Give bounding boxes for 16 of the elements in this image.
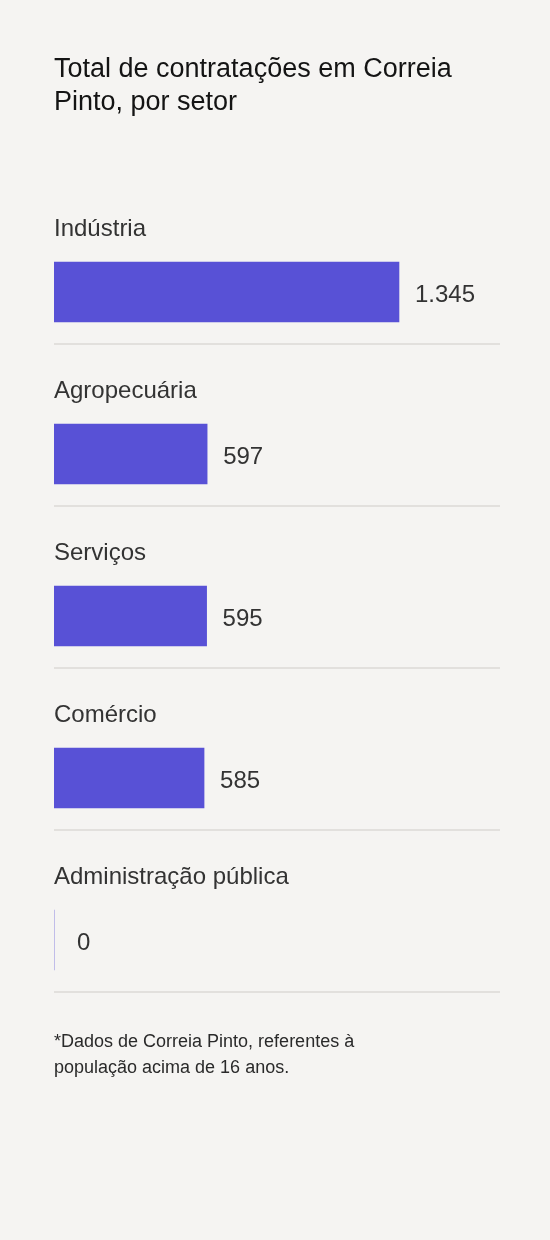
- bar: [54, 423, 208, 485]
- y-tick-label: Indústria: [54, 213, 147, 241]
- data-label: 597: [223, 441, 264, 469]
- bar: [54, 261, 400, 323]
- data-label: 585: [220, 765, 261, 793]
- y-tick-label: Comércio: [54, 699, 157, 727]
- y-tick-label: Administração pública: [54, 861, 290, 889]
- text: *Dados de Correia Pinto, referentes à população acima de 16 anos.: [54, 1030, 356, 1079]
- data-label: 595: [222, 603, 263, 631]
- y-tick-label: Agropecuária: [54, 375, 198, 403]
- chart-title: Total de contratações em Correia Pinto, por setor: [54, 52, 453, 118]
- data-label: 1.345: [414, 279, 476, 307]
- bar: [54, 747, 205, 809]
- data-label: 0: [77, 927, 91, 955]
- bar: [54, 585, 207, 647]
- y-tick-label: Serviços: [54, 537, 147, 565]
